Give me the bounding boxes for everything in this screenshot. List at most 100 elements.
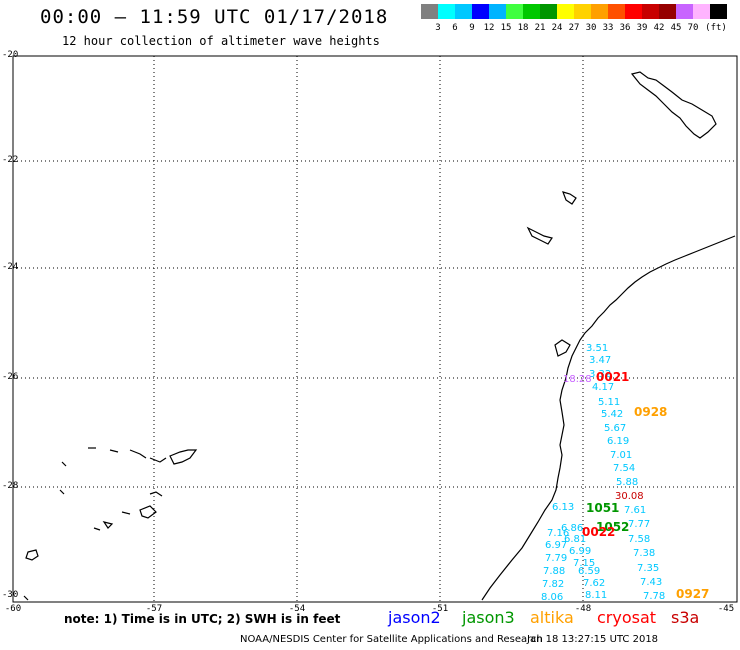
color-swatch: [557, 4, 574, 19]
latitude-label: -28: [2, 481, 19, 491]
color-swatch: [574, 4, 591, 19]
page-title: 00:00 – 11:59 UTC 01/17/2018: [40, 6, 389, 28]
wave-height-value: 6.13: [552, 502, 575, 513]
color-swatch: [523, 4, 540, 19]
wave-height-value: 18.28: [563, 374, 592, 385]
color-scale-label: 24: [551, 23, 563, 33]
color-swatch: [421, 4, 438, 19]
color-scale-label: 27: [568, 23, 580, 33]
color-swatch: [608, 4, 625, 19]
color-swatch: [455, 4, 472, 19]
wave-height-value: 7.16: [547, 528, 570, 539]
satellite-legend-altika: altika: [530, 608, 574, 627]
latitude-label: -30: [2, 590, 19, 600]
wave-height-value: 6.86: [561, 523, 584, 534]
wave-height-value: 6.59: [578, 566, 601, 577]
color-swatch: [489, 4, 506, 19]
latitude-label: -20: [2, 50, 19, 60]
wave-height-value: 7.82: [542, 579, 565, 590]
wave-height-value: 6.19: [607, 436, 630, 447]
pass-time-label: 0927: [676, 587, 710, 601]
wave-height-value: 7.35: [637, 563, 660, 574]
pass-time-label: 0022: [582, 525, 616, 539]
pass-time-label: 0021: [596, 370, 630, 384]
color-scale-label: 15: [500, 23, 512, 33]
wave-height-value: 3.51: [586, 343, 609, 354]
longitude-label: -60: [4, 604, 22, 614]
satellite-legend-jason2: jason2: [388, 608, 441, 627]
longitude-label: -45: [717, 604, 735, 614]
wave-height-value: 6.99: [569, 546, 592, 557]
wave-height-value: 7.38: [633, 548, 656, 559]
longitude-label: -57: [145, 604, 163, 614]
pass-time-label: 1051: [586, 501, 620, 515]
color-scale-label: 3: [435, 23, 441, 33]
wave-height-value: 7.61: [624, 505, 647, 516]
wave-height-value: 5.42: [601, 409, 624, 420]
color-scale-label: (ft): [705, 23, 727, 33]
color-swatch: [659, 4, 676, 19]
color-scale-label: 36: [619, 23, 631, 33]
map-frame: [12, 55, 738, 603]
latitude-label: -26: [2, 372, 19, 382]
color-scale-label: 45: [670, 23, 682, 33]
wave-height-value: 3.32: [589, 369, 612, 380]
pass-time-label: 0928: [634, 405, 668, 419]
color-scale-label: 9: [469, 23, 475, 33]
color-swatch: [506, 4, 523, 19]
wave-height-value: 7.15: [573, 558, 596, 569]
color-swatch: [472, 4, 489, 19]
longitude-label: -48: [574, 604, 592, 614]
wave-height-value: 5.11: [598, 397, 621, 408]
footnote: note: 1) Time is in UTC; 2) SWH is in fe…: [64, 612, 341, 626]
coastline: [23, 71, 736, 601]
color-scale-label: 6: [452, 23, 458, 33]
wave-height-value: 3.47: [589, 355, 612, 366]
satellite-legend-cryosat: cryosat: [597, 608, 657, 627]
wave-height-value: 4.17: [592, 382, 615, 393]
color-scale-label: 42: [653, 23, 665, 33]
longitude-label: -54: [288, 604, 306, 614]
wave-height-value: 7.62: [583, 578, 606, 589]
color-swatch: [625, 4, 642, 19]
color-scale-label: 18: [517, 23, 529, 33]
latitude-label: -22: [2, 155, 19, 165]
wave-height-value: 5.67: [604, 423, 627, 434]
color-swatch: [642, 4, 659, 19]
page-subtitle: 12 hour collection of altimeter wave hei…: [62, 34, 380, 48]
satellite-legend-s3a: s3a: [671, 608, 700, 627]
wave-height-value: 7.58: [628, 534, 651, 545]
wave-height-value: 6.97: [545, 540, 568, 551]
wave-height-value: 5.88: [616, 477, 639, 488]
color-swatch: [676, 4, 693, 19]
graticule: [13, 56, 737, 602]
longitude-label: -51: [431, 604, 449, 614]
color-swatch: [540, 4, 557, 19]
color-scale-label: 30: [585, 23, 597, 33]
color-scale-label: 21: [534, 23, 546, 33]
wave-height-value: 6.81: [564, 534, 587, 545]
color-scale-label: 12: [483, 23, 495, 33]
color-scale-label: 39: [636, 23, 648, 33]
generated-timestamp: Jan 18 13:27:15 UTC 2018: [527, 634, 659, 645]
wave-height-value: 7.01: [610, 450, 633, 461]
wave-height-value: 7.43: [640, 577, 663, 588]
color-scale-label: 33: [602, 23, 614, 33]
color-swatch: [693, 4, 710, 19]
latitude-label: -24: [2, 262, 19, 272]
wave-height-value: 7.78: [643, 591, 666, 602]
wave-height-value: 7.77: [628, 519, 651, 530]
wave-height-value: 30.08: [615, 491, 644, 502]
wave-height-value: 8.06: [541, 592, 564, 603]
satellite-legend-jason3: jason3: [462, 608, 515, 627]
credit-line: NOAA/NESDIS Center for Satellite Applica…: [240, 634, 543, 645]
color-swatch: [710, 4, 727, 19]
color-swatch: [438, 4, 455, 19]
wave-height-value: 7.54: [613, 463, 636, 474]
color-swatch: [591, 4, 608, 19]
wave-height-value: 7.79: [545, 553, 568, 564]
wave-height-value: 7.88: [543, 566, 566, 577]
pass-time-label: 1052: [596, 520, 630, 534]
color-scale-label: 70: [687, 23, 699, 33]
